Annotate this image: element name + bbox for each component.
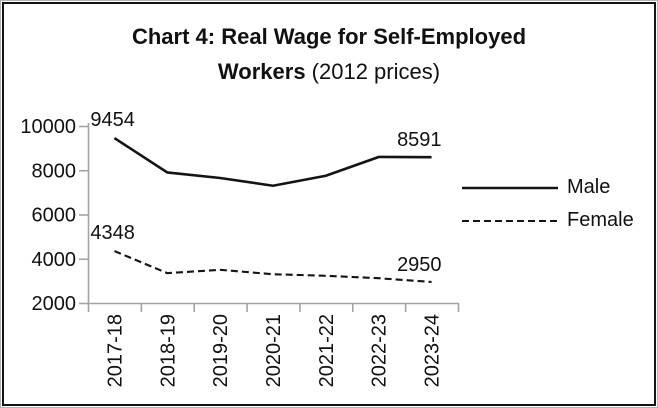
y-axis-tick-label: 2000	[32, 293, 77, 315]
series-line-male	[113, 136, 432, 188]
x-axis-label: 2019-20	[210, 314, 232, 387]
legend-label-female: Female	[567, 209, 634, 231]
data-label-male-last: 8591	[397, 129, 442, 151]
x-axis-label: 2021-22	[316, 314, 338, 387]
chart-title: Chart 4: Real Wage for Self-Employed Wor…	[0, 19, 658, 89]
legend-label-male: Male	[567, 176, 611, 198]
chart-title-suffix: (2012 prices)	[305, 59, 441, 84]
x-axis-label: 2023-24	[422, 314, 444, 387]
data-label-male-first: 9454	[90, 109, 135, 131]
legend-item-male: Male	[462, 171, 634, 204]
y-axis-tick-label: 4000	[32, 249, 77, 271]
x-axis-label: 2022-23	[369, 314, 391, 387]
female-line-sample-icon	[462, 219, 558, 222]
x-axis-label: 2020-21	[263, 314, 285, 387]
x-axis-label: 2018-19	[157, 314, 179, 387]
male-line-sample-icon	[462, 186, 558, 189]
chart-title-inner: Chart 4: Real Wage for Self-Employed Wor…	[94, 19, 564, 89]
legend-item-female: Female	[462, 204, 634, 237]
chart-title-bold: Chart 4: Real Wage for Self-Employed Wor…	[131, 24, 527, 84]
data-label-female-last: 2950	[397, 254, 442, 276]
data-label-female-first: 4348	[90, 222, 135, 244]
legend: Male Female	[462, 171, 634, 237]
y-axis-tick-label: 6000	[32, 205, 77, 227]
y-axis-tick-label: 8000	[32, 160, 77, 182]
x-axis-label: 2017-18	[104, 314, 126, 387]
series-line-female	[114, 250, 432, 284]
y-axis-tick-label: 10000	[20, 116, 76, 138]
